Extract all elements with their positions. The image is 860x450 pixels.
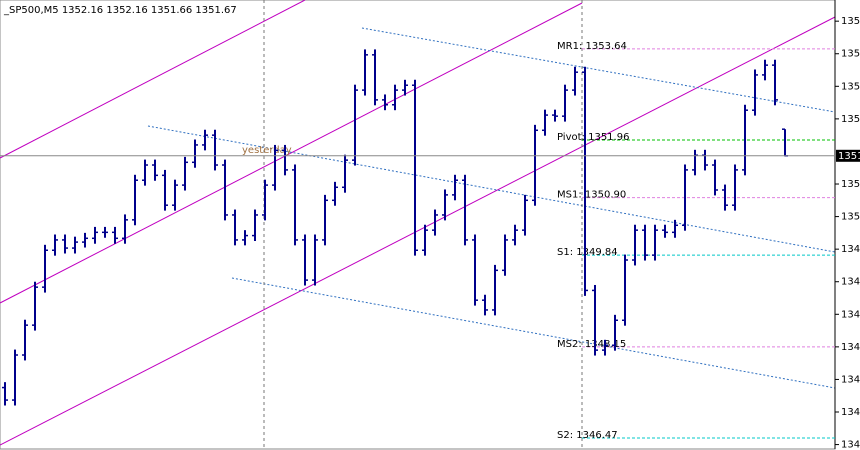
- regression-channel: [0, 0, 836, 446]
- day-separator: [263, 0, 583, 449]
- y-tick-label: 1353: [841, 49, 860, 60]
- current-price-label: 1351: [838, 151, 860, 162]
- annotation: yesterday: [242, 145, 292, 156]
- y-tick-label: 1349: [841, 277, 860, 288]
- y-tick-label: 1354: [841, 16, 860, 27]
- y-tick-label: 1346: [841, 407, 860, 418]
- pivot-label: MS2: 1348.15: [557, 339, 626, 350]
- y-tick-label: 1349: [841, 244, 860, 255]
- pivot-label: MS1: 1350.90: [557, 190, 626, 201]
- y-tick-label: 1350: [841, 212, 860, 223]
- chart-title: _SP500,M5 1352.16 1352.16 1351.66 1351.6…: [3, 5, 237, 16]
- y-tick-label: 1351: [841, 179, 860, 190]
- pivot-label: S2: 1346.47: [557, 430, 618, 441]
- y-tick-label: 1348: [841, 309, 860, 320]
- current-price-box: [836, 149, 860, 162]
- pivot-label: S1: 1349.84: [557, 247, 618, 258]
- pivot-label: MR1: 1353.64: [557, 41, 627, 52]
- y-tick-label: 1346: [841, 440, 860, 450]
- y-tick-label: 1347: [841, 374, 860, 385]
- y-tick-label: 1352: [841, 81, 860, 92]
- trend-channel: [147, 27, 836, 389]
- pivot-label: Pivot: 1351.96: [557, 132, 629, 143]
- y-tick-label: 1352: [841, 114, 860, 125]
- y-tick-label: 1348: [841, 342, 860, 353]
